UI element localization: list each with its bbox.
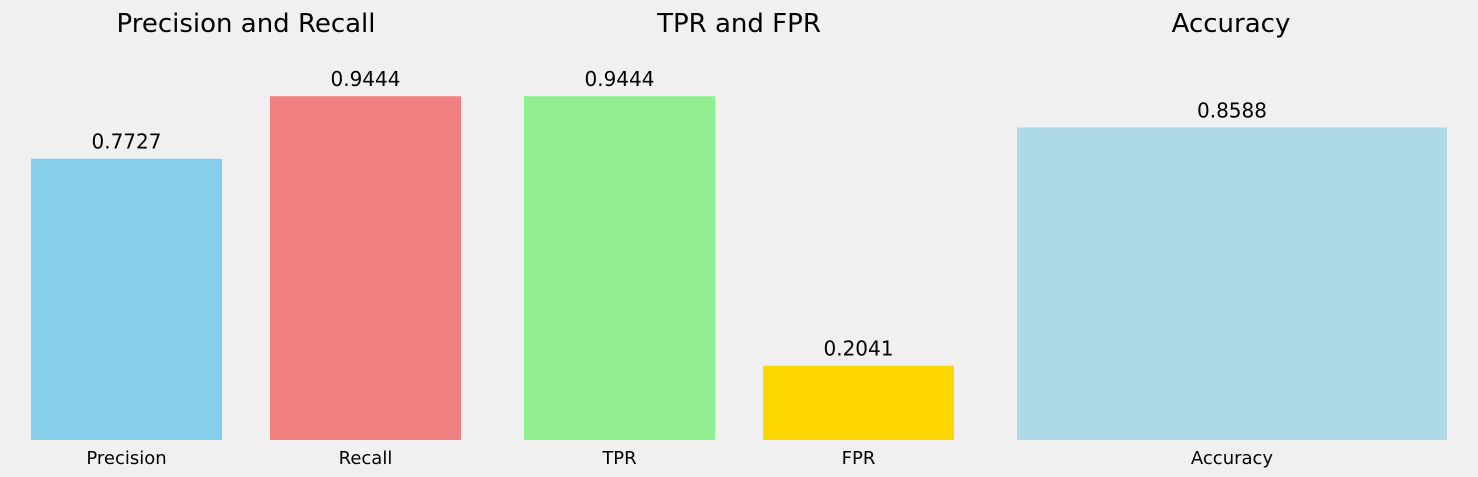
tick-label-fpr: FPR (842, 448, 876, 469)
panel-title: TPR and FPR (656, 9, 821, 39)
tick-label-tpr: TPR (601, 448, 636, 469)
data-label-precision: 0.7727 (92, 130, 162, 154)
data-label-tpr: 0.9444 (585, 67, 655, 91)
bar-precision (31, 158, 222, 441)
data-label-accuracy: 0.8588 (1197, 98, 1267, 122)
tpr-fpr-panel: TPR and FPR 0.9444 TPR 0.2041 FPR (524, 9, 954, 469)
precision-recall-panel: Precision and Recall 0.7727 Precision 0.94… (31, 9, 461, 469)
panel-title: Precision and Recall (116, 9, 375, 39)
bar-fpr (763, 365, 954, 440)
bar-tpr (524, 96, 715, 440)
bar-accuracy (1017, 127, 1447, 441)
accuracy-panel: Accuracy 0.8588 Accuracy (1017, 9, 1447, 469)
tick-label-recall: Recall (339, 448, 393, 469)
bar-recall (270, 96, 461, 440)
data-label-fpr: 0.2041 (824, 337, 894, 361)
panel-title: Accuracy (1172, 9, 1291, 39)
tick-label-precision: Precision (86, 448, 166, 469)
tick-label-accuracy: Accuracy (1191, 448, 1274, 469)
data-label-recall: 0.9444 (331, 67, 401, 91)
